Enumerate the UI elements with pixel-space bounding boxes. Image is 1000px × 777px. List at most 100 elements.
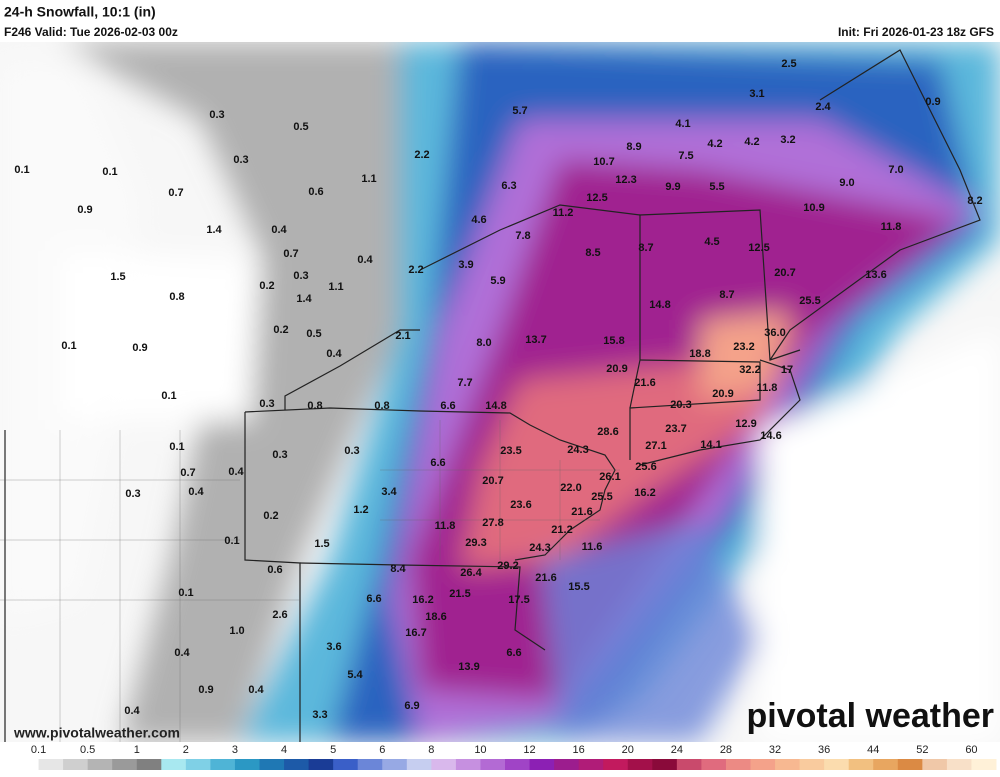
snowfall-label: 8.4 — [390, 563, 406, 575]
snowfall-label: 25.6 — [635, 461, 656, 473]
snowfall-label: 0.1 — [224, 535, 239, 547]
snowfall-label: 6.6 — [440, 400, 455, 412]
snowfall-label: 1.4 — [206, 224, 222, 236]
colorbar-cell — [873, 759, 899, 770]
colorbar-cell — [284, 759, 310, 770]
snowfall-label: 11.8 — [757, 382, 778, 394]
snowfall-label: 8.9 — [626, 141, 641, 153]
snowfall-label: 8.2 — [967, 195, 982, 207]
colorbar-cell — [87, 759, 113, 770]
colorbar-cell — [971, 759, 997, 770]
snowfall-label: 7.5 — [678, 150, 693, 162]
snowfall-label: 2.4 — [815, 101, 831, 113]
snowfall-label: 4.6 — [471, 214, 486, 226]
snowfall-label: 13.6 — [865, 269, 886, 281]
snowfall-label: 0.3 — [272, 449, 287, 461]
snowfall-label: 2.2 — [414, 149, 429, 161]
snowfall-label: 0.4 — [124, 705, 140, 717]
snowfall-label: 8.7 — [638, 242, 653, 254]
snowfall-label: 12.9 — [735, 418, 756, 430]
snowfall-label: 0.9 — [198, 684, 213, 696]
init-time: Init: Fri 2026-01-23 18z GFS — [838, 25, 994, 39]
colorbar-label: 12 — [523, 744, 535, 756]
colorbar-label: 10 — [474, 744, 486, 756]
colorbar-cell — [38, 759, 64, 770]
snowfall-label: 21.5 — [449, 588, 470, 600]
snowfall-label: 0.2 — [259, 280, 274, 292]
snowfall-label: 0.4 — [357, 254, 373, 266]
snowfall-label: 0.9 — [132, 342, 147, 354]
snowfall-label: 6.6 — [430, 457, 445, 469]
colorbar-cell — [455, 759, 481, 770]
snowfall-label: 1.4 — [296, 293, 312, 305]
snowfall-label: 1.5 — [314, 538, 329, 550]
snowfall-label: 13.9 — [458, 661, 479, 673]
colorbar-label: 28 — [720, 744, 732, 756]
snowfall-label: 10.7 — [593, 156, 614, 168]
colorbar-cell — [775, 759, 801, 770]
snowfall-label: 0.3 — [259, 398, 274, 410]
snowfall-label: 20.9 — [712, 388, 733, 400]
logo: pivotal weather — [746, 697, 994, 735]
snowfall-label: 7.8 — [515, 230, 530, 242]
snowfall-label: 0.4 — [188, 486, 204, 498]
colorbar-label: 6 — [379, 744, 385, 756]
snowfall-label: 0.8 — [307, 400, 322, 412]
colorbar-cell — [529, 759, 555, 770]
snowfall-label: 6.3 — [501, 180, 516, 192]
colorbar-label: 36 — [818, 744, 830, 756]
snowfall-label: 29.2 — [497, 560, 518, 572]
snowfall-label: 0.3 — [125, 488, 140, 500]
colorbar-label: 4 — [281, 744, 287, 756]
website: www.pivotalweather.com — [13, 725, 180, 741]
snowfall-label: 0.3 — [233, 154, 248, 166]
colorbar-cell — [603, 759, 629, 770]
snowfall-label: 27.1 — [645, 440, 666, 452]
snowfall-label: 3.6 — [326, 641, 341, 653]
snowfall-label: 8.7 — [719, 289, 734, 301]
snowfall-label: 9.0 — [839, 177, 854, 189]
snowfall-label: 4.2 — [707, 138, 722, 150]
snowfall-label: 1.2 — [353, 504, 368, 516]
snowfall-label: 6.9 — [404, 700, 419, 712]
colorbar-label: 5 — [330, 744, 336, 756]
snowfall-label: 0.6 — [267, 564, 282, 576]
colorbar-cell — [848, 759, 874, 770]
snowfall-label: 0.2 — [273, 324, 288, 336]
colorbar-label: 3 — [232, 744, 238, 756]
snowfall-label: 5.4 — [347, 669, 363, 681]
snowfall-label: 21.6 — [634, 377, 655, 389]
snowfall-label: 0.6 — [308, 186, 323, 198]
colorbar-cell — [14, 759, 40, 770]
snowfall-label: 14.1 — [700, 439, 721, 451]
colorbar-label: 16 — [573, 744, 585, 756]
colorbar-label: 52 — [916, 744, 928, 756]
valid-time: F246 Valid: Tue 2026-02-03 00z — [4, 25, 178, 39]
snowfall-label: 14.8 — [485, 400, 506, 412]
colorbar-label: 24 — [671, 744, 683, 756]
snowfall-label: 2.1 — [395, 330, 410, 342]
snowfall-label: 16.7 — [405, 627, 426, 639]
colorbar-label: 32 — [769, 744, 781, 756]
snowfall-label: 11.2 — [553, 207, 574, 219]
snowfall-label: 24.3 — [529, 542, 550, 554]
snowfall-label: 0.7 — [283, 248, 298, 260]
snowfall-label: 4.1 — [675, 118, 690, 130]
colorbar-cell — [333, 759, 359, 770]
snowfall-label: 23.7 — [665, 423, 686, 435]
snowfall-label: 6.6 — [506, 647, 521, 659]
colorbar-cell — [259, 759, 285, 770]
snowfall-label: 22.0 — [560, 482, 581, 494]
snowfall-label: 2.2 — [408, 264, 423, 276]
colorbar-cell — [185, 759, 211, 770]
colorbar-cell — [627, 759, 653, 770]
snowfall-label: 25.5 — [591, 491, 612, 503]
snowfall-label: 28.6 — [597, 426, 618, 438]
snowfall-label: 1.1 — [328, 281, 343, 293]
snowfall-label: 0.1 — [178, 587, 193, 599]
colorbar-cell — [652, 759, 678, 770]
snowfall-label: 17 — [781, 364, 793, 376]
snowfall-label: 20.7 — [482, 475, 503, 487]
snowfall-label: 0.8 — [374, 400, 389, 412]
